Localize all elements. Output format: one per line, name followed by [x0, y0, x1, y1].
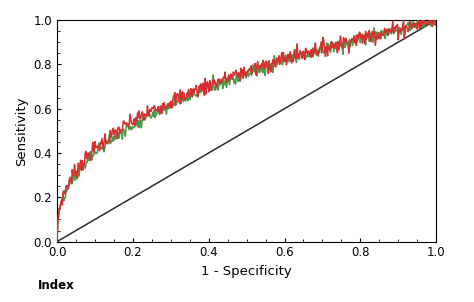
Text: Index: Index	[38, 279, 75, 292]
Y-axis label: Sensitivity: Sensitivity	[15, 96, 28, 165]
X-axis label: 1 - Specificity: 1 - Specificity	[201, 265, 292, 278]
